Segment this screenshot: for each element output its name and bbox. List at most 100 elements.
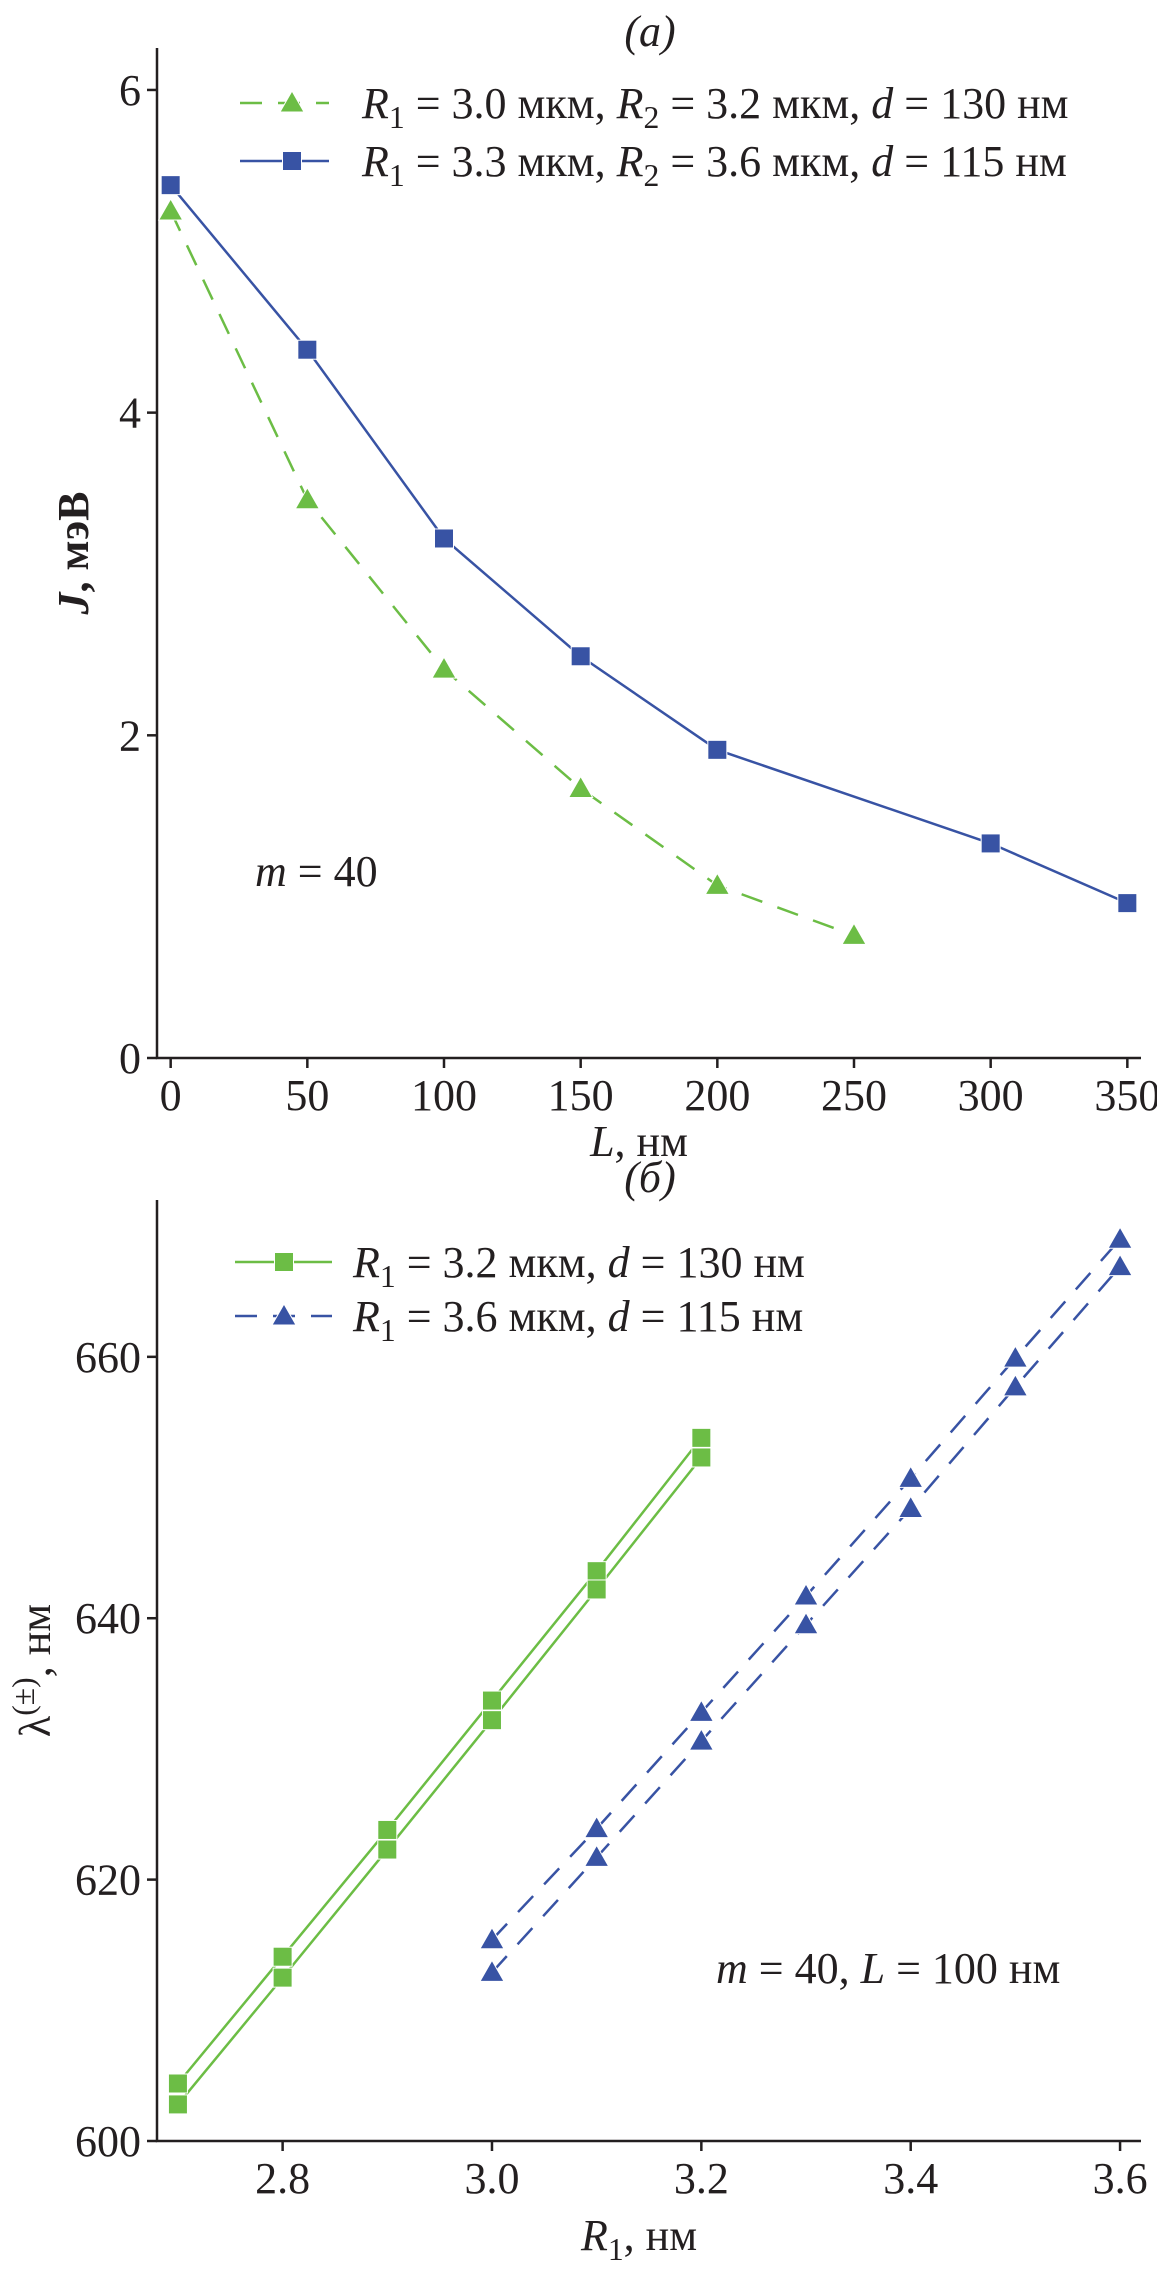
data-point xyxy=(570,646,591,667)
legend-label-segment: 2 xyxy=(644,100,660,135)
data-point xyxy=(688,1728,715,1751)
y-tick-label: 6 xyxy=(119,66,141,115)
axes xyxy=(155,48,1141,1060)
x-axis-label-segment: L xyxy=(589,1117,614,1166)
y-tick-label: 2 xyxy=(119,711,141,760)
data-point xyxy=(586,1561,607,1582)
legend-label-segment: R xyxy=(361,137,389,186)
x-tick-label: 2.8 xyxy=(255,2154,310,2203)
x-axis-label-segment: , нм xyxy=(624,2211,697,2260)
y-tick-label: 4 xyxy=(119,389,141,438)
data-point xyxy=(583,1815,610,1839)
legend-label-segment: 1 xyxy=(380,1313,396,1348)
legend-label-segment: d xyxy=(608,1292,631,1341)
x-tick-label: 0 xyxy=(160,1071,182,1120)
data-point xyxy=(481,1690,502,1711)
data-point xyxy=(479,1926,505,1950)
x-tick-label: 150 xyxy=(548,1071,614,1120)
legend-label-segment: = 3.6 мкм, xyxy=(659,137,871,186)
data-point xyxy=(157,197,184,221)
legend-label-segment: 1 xyxy=(389,100,405,135)
series-0 xyxy=(167,1427,712,2115)
legend-label-segment: = 130 нм xyxy=(630,1238,805,1287)
legend-label-segment: 1 xyxy=(389,158,405,193)
x-axis-label: R1, нм xyxy=(580,2211,697,2267)
y-tick-label: 600 xyxy=(75,2117,141,2166)
data-point xyxy=(567,775,594,799)
x-tick-label: 100 xyxy=(411,1071,477,1120)
y-tick-label: 620 xyxy=(75,1856,141,1905)
legend-label-segment: R xyxy=(361,79,389,128)
y-tick-label: 660 xyxy=(75,1333,141,1382)
data-point xyxy=(297,339,318,360)
legend-label: R1 = 3.0 мкм, R2 = 3.2 мкм, d = 130 нм xyxy=(361,79,1068,135)
legend-label-segment: R xyxy=(352,1238,380,1287)
data-point xyxy=(1002,1345,1029,1368)
data-point xyxy=(691,1427,712,1448)
x-tick-label: 3.0 xyxy=(464,2154,519,2203)
annotation-segment: m xyxy=(255,847,287,896)
data-point xyxy=(691,1447,712,1468)
annotation-segment: = 100 нм xyxy=(885,1944,1060,1993)
x-tick-label: 300 xyxy=(958,1071,1024,1120)
legend-label-segment: = 3.0 мкм, xyxy=(405,79,617,128)
x-tick-label: 250 xyxy=(821,1071,887,1120)
x-tick-label: 350 xyxy=(1094,1071,1157,1120)
x-tick-label: 3.4 xyxy=(883,2154,938,2203)
x-axis-label: L, нм xyxy=(589,1117,688,1166)
x-tick-label: 3.2 xyxy=(674,2154,729,2203)
data-point xyxy=(793,1611,819,1635)
legend-label-segment: = 3.2 мкм, xyxy=(396,1238,608,1287)
data-point xyxy=(704,872,731,895)
data-point xyxy=(1107,1253,1133,1277)
x-tick-label: 3.6 xyxy=(1093,2154,1148,2203)
panel-label: (a) xyxy=(624,7,675,56)
legend-label-segment: 1 xyxy=(380,1259,396,1294)
legend-label-segment: = 130 нм xyxy=(893,79,1068,128)
data-point xyxy=(167,2073,188,2094)
chart-panel-0: (a) 0 50 100 150 200 250 300 350 0 2 4 6 L, нм J, мэВ m… xyxy=(49,7,1157,1166)
data-point xyxy=(688,1699,715,1722)
x-tick-label: 200 xyxy=(684,1071,750,1120)
series-line xyxy=(169,184,1128,905)
y-axis-label-segment: (±) xyxy=(6,1677,41,1715)
data-point xyxy=(586,1579,607,1600)
data-point xyxy=(481,1710,502,1731)
legend-label-segment: d xyxy=(871,137,894,186)
legend-label-segment: d xyxy=(871,79,894,128)
legend-label-segment: = 115 нм xyxy=(630,1292,804,1341)
legend-label-segment: = 3.3 мкм, xyxy=(405,137,617,186)
data-point xyxy=(980,833,1001,854)
legend-label: R1 = 3.3 мкм, R2 = 3.6 мкм, d = 115 нм xyxy=(361,137,1067,193)
x-axis-label-segment: , нм xyxy=(615,1117,688,1166)
x-tick-label: 50 xyxy=(285,1071,329,1120)
data-point xyxy=(897,1495,924,1518)
data-point xyxy=(841,922,867,945)
y-axis-label-segment: λ xyxy=(11,1715,60,1737)
data-point xyxy=(707,739,728,760)
data-point xyxy=(167,2094,188,2115)
data-point xyxy=(272,1946,293,1967)
x-axis-label-segment: 1 xyxy=(608,2232,624,2267)
data-point xyxy=(583,1844,610,1867)
annotation: m = 40, L = 100 нм xyxy=(716,1944,1060,1993)
y-tick-label: 640 xyxy=(75,1594,141,1643)
y-axis-label: J, мэВ xyxy=(49,492,98,616)
series-line xyxy=(176,1437,703,2085)
legend-label: R1 = 3.6 мкм, d = 115 нм xyxy=(352,1292,803,1348)
data-point xyxy=(1107,1226,1133,1249)
annotation-segment: = 40, xyxy=(748,1944,861,1993)
series-1 xyxy=(160,175,1138,914)
series-line xyxy=(169,210,855,937)
data-point xyxy=(897,1465,924,1488)
data-point xyxy=(1117,893,1138,914)
legend-marker xyxy=(274,1252,294,1272)
legend-label-segment: R xyxy=(616,79,644,128)
annotation-segment: m xyxy=(716,1944,748,1993)
y-axis-label-segment: , мэВ xyxy=(49,492,98,593)
annotation: m = 40 xyxy=(255,847,378,896)
data-point xyxy=(377,1819,398,1840)
data-point xyxy=(160,175,181,196)
